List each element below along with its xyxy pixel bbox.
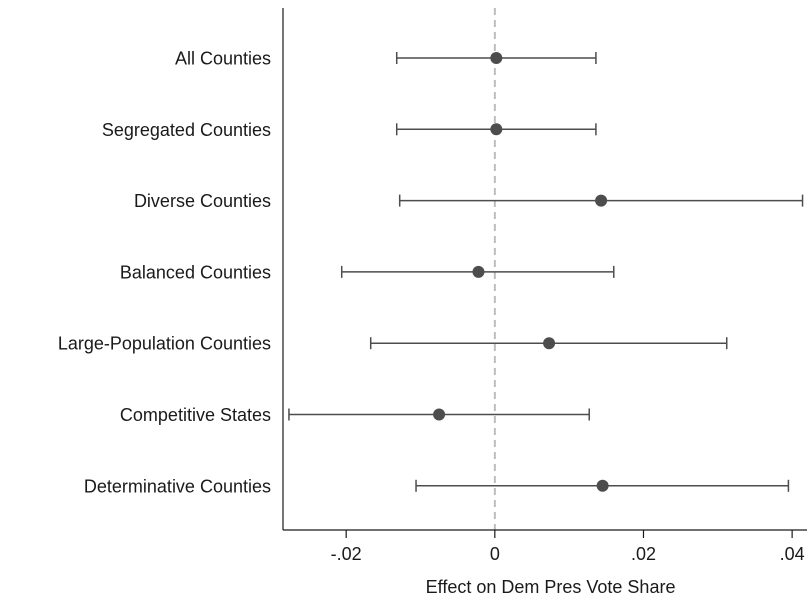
x-tick-label: 0: [490, 544, 500, 564]
point-estimate: [433, 409, 445, 421]
category-label: Segregated Counties: [102, 120, 271, 140]
category-label: Large-Population Counties: [58, 334, 271, 354]
category-labels: All Counties Segregated Counties Diverse C…: [58, 49, 271, 497]
x-tick-label: .04: [780, 544, 805, 564]
x-tick-label: .02: [631, 544, 656, 564]
x-tick-label: -.02: [331, 544, 362, 564]
category-label: All Counties: [175, 49, 271, 69]
x-axis-ticks: -.02 0 .02 .04: [331, 530, 805, 564]
estimates-with-ci: [289, 52, 803, 492]
point-estimate: [472, 266, 484, 278]
point-estimate: [595, 195, 607, 207]
category-label: Competitive States: [120, 405, 271, 425]
point-estimate: [490, 123, 502, 135]
point-estimate: [490, 52, 502, 64]
category-label: Balanced Counties: [120, 262, 271, 282]
category-label: Determinative Counties: [84, 476, 271, 496]
point-estimate: [597, 480, 609, 492]
category-label: Diverse Counties: [134, 191, 271, 211]
x-axis-title: Effect on Dem Pres Vote Share: [426, 577, 676, 597]
point-estimate: [543, 337, 555, 349]
